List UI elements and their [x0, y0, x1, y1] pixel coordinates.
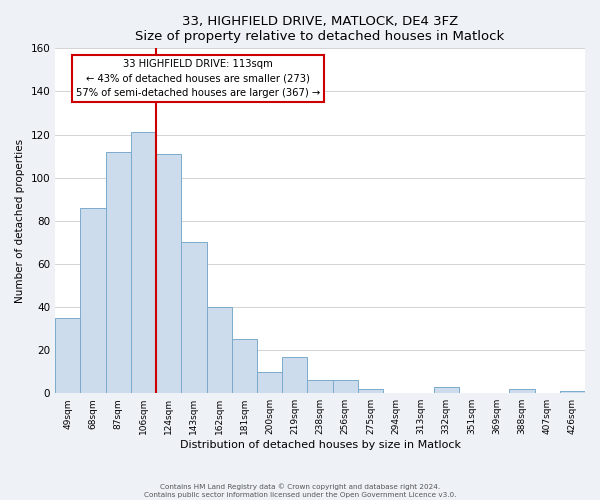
Bar [80, 208, 106, 393]
Bar [509, 389, 535, 393]
Bar [232, 340, 257, 393]
Title: 33, HIGHFIELD DRIVE, MATLOCK, DE4 3FZ
Size of property relative to detached hous: 33, HIGHFIELD DRIVE, MATLOCK, DE4 3FZ Si… [136, 15, 505, 43]
Bar [560, 391, 585, 393]
X-axis label: Distribution of detached houses by size in Matlock: Distribution of detached houses by size … [179, 440, 461, 450]
Bar [257, 372, 282, 393]
Bar [206, 307, 232, 393]
Y-axis label: Number of detached properties: Number of detached properties [15, 138, 25, 303]
Bar [358, 389, 383, 393]
Text: Contains HM Land Registry data © Crown copyright and database right 2024.
Contai: Contains HM Land Registry data © Crown c… [144, 484, 456, 498]
Bar [181, 242, 206, 393]
Bar [282, 356, 307, 393]
Bar [434, 386, 459, 393]
Bar [156, 154, 181, 393]
Bar [106, 152, 131, 393]
Text: 33 HIGHFIELD DRIVE: 113sqm
← 43% of detached houses are smaller (273)
57% of sem: 33 HIGHFIELD DRIVE: 113sqm ← 43% of deta… [76, 58, 320, 98]
Bar [131, 132, 156, 393]
Bar [55, 318, 80, 393]
Bar [307, 380, 332, 393]
Bar [332, 380, 358, 393]
